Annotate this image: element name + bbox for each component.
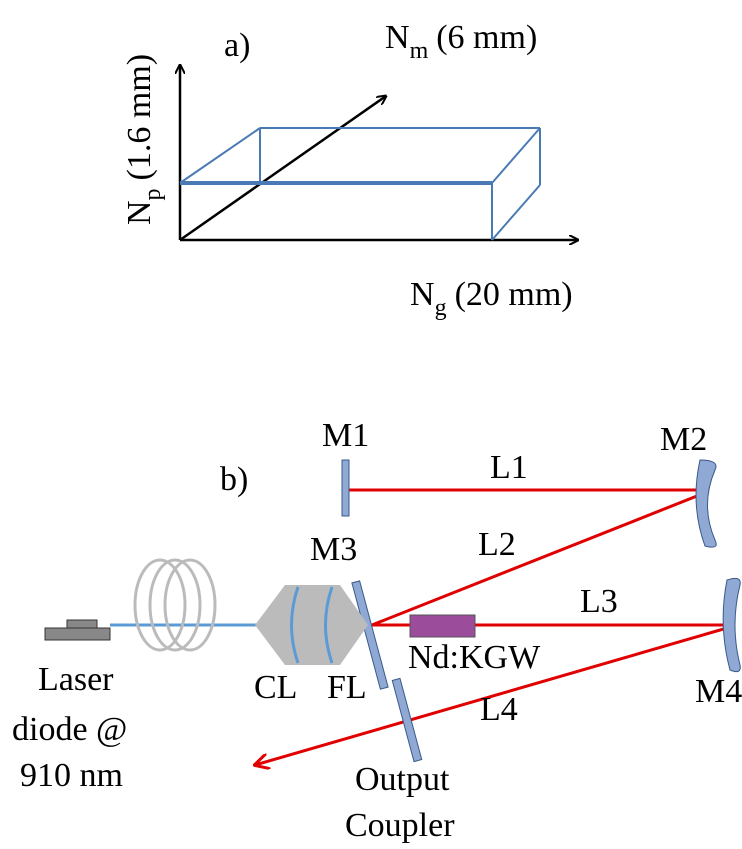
- panel-label: b): [220, 461, 248, 498]
- coupler-label: Coupler: [345, 807, 455, 844]
- lens-label: CL: [254, 669, 297, 706]
- source-label: Laser: [38, 661, 114, 698]
- symbol: N: [410, 276, 435, 313]
- lens-label: FL: [327, 669, 367, 706]
- crystal-label: Nd:KGW: [408, 639, 541, 676]
- source-label: 910 nm: [20, 757, 123, 794]
- path-label: L1: [490, 449, 528, 486]
- axis-label: Ng (20 mm): [410, 276, 573, 321]
- mirror-label: M3: [310, 531, 357, 568]
- size: (20 mm): [455, 276, 573, 313]
- symbol: N: [121, 200, 158, 225]
- source-label: diode @: [12, 711, 127, 748]
- mirror: [696, 460, 716, 547]
- figure: a) Nm (6 mm) Np (1.6 mm) Ng (20 mm): [0, 0, 742, 849]
- subscript: p: [140, 188, 166, 200]
- axis-label: Np (1.6 mm): [121, 54, 166, 225]
- crystal: [410, 615, 475, 637]
- panel-a: a) Nm (6 mm) Np (1.6 mm) Ng (20 mm): [121, 19, 578, 321]
- lens-housing: [255, 585, 368, 665]
- mirror: [723, 578, 740, 671]
- mirror-label: M4: [695, 673, 742, 710]
- path-label: L2: [478, 526, 516, 563]
- panel-b: b) M1 M2 M3 M4 L1 L2 L3 L4 CL FL Nd:KGW …: [12, 417, 742, 844]
- output-coupler: [392, 678, 421, 761]
- coupler-label: Output: [355, 761, 450, 798]
- path-label: L4: [480, 691, 518, 728]
- path-label: L3: [580, 583, 618, 620]
- panel-label: a): [224, 27, 250, 64]
- mirror-label: M2: [660, 421, 707, 458]
- size: (6 mm): [436, 19, 537, 56]
- laser-diode: [45, 620, 110, 640]
- mirror: [342, 460, 349, 516]
- crystal-box: [180, 128, 540, 240]
- size: (1.6 mm): [121, 54, 158, 181]
- subscript: m: [410, 38, 429, 64]
- symbol: N: [385, 19, 410, 56]
- mirror-label: M1: [322, 417, 369, 454]
- fiber-coil: [135, 560, 215, 650]
- axis-label: Nm (6 mm): [385, 19, 537, 64]
- subscript: g: [435, 295, 447, 321]
